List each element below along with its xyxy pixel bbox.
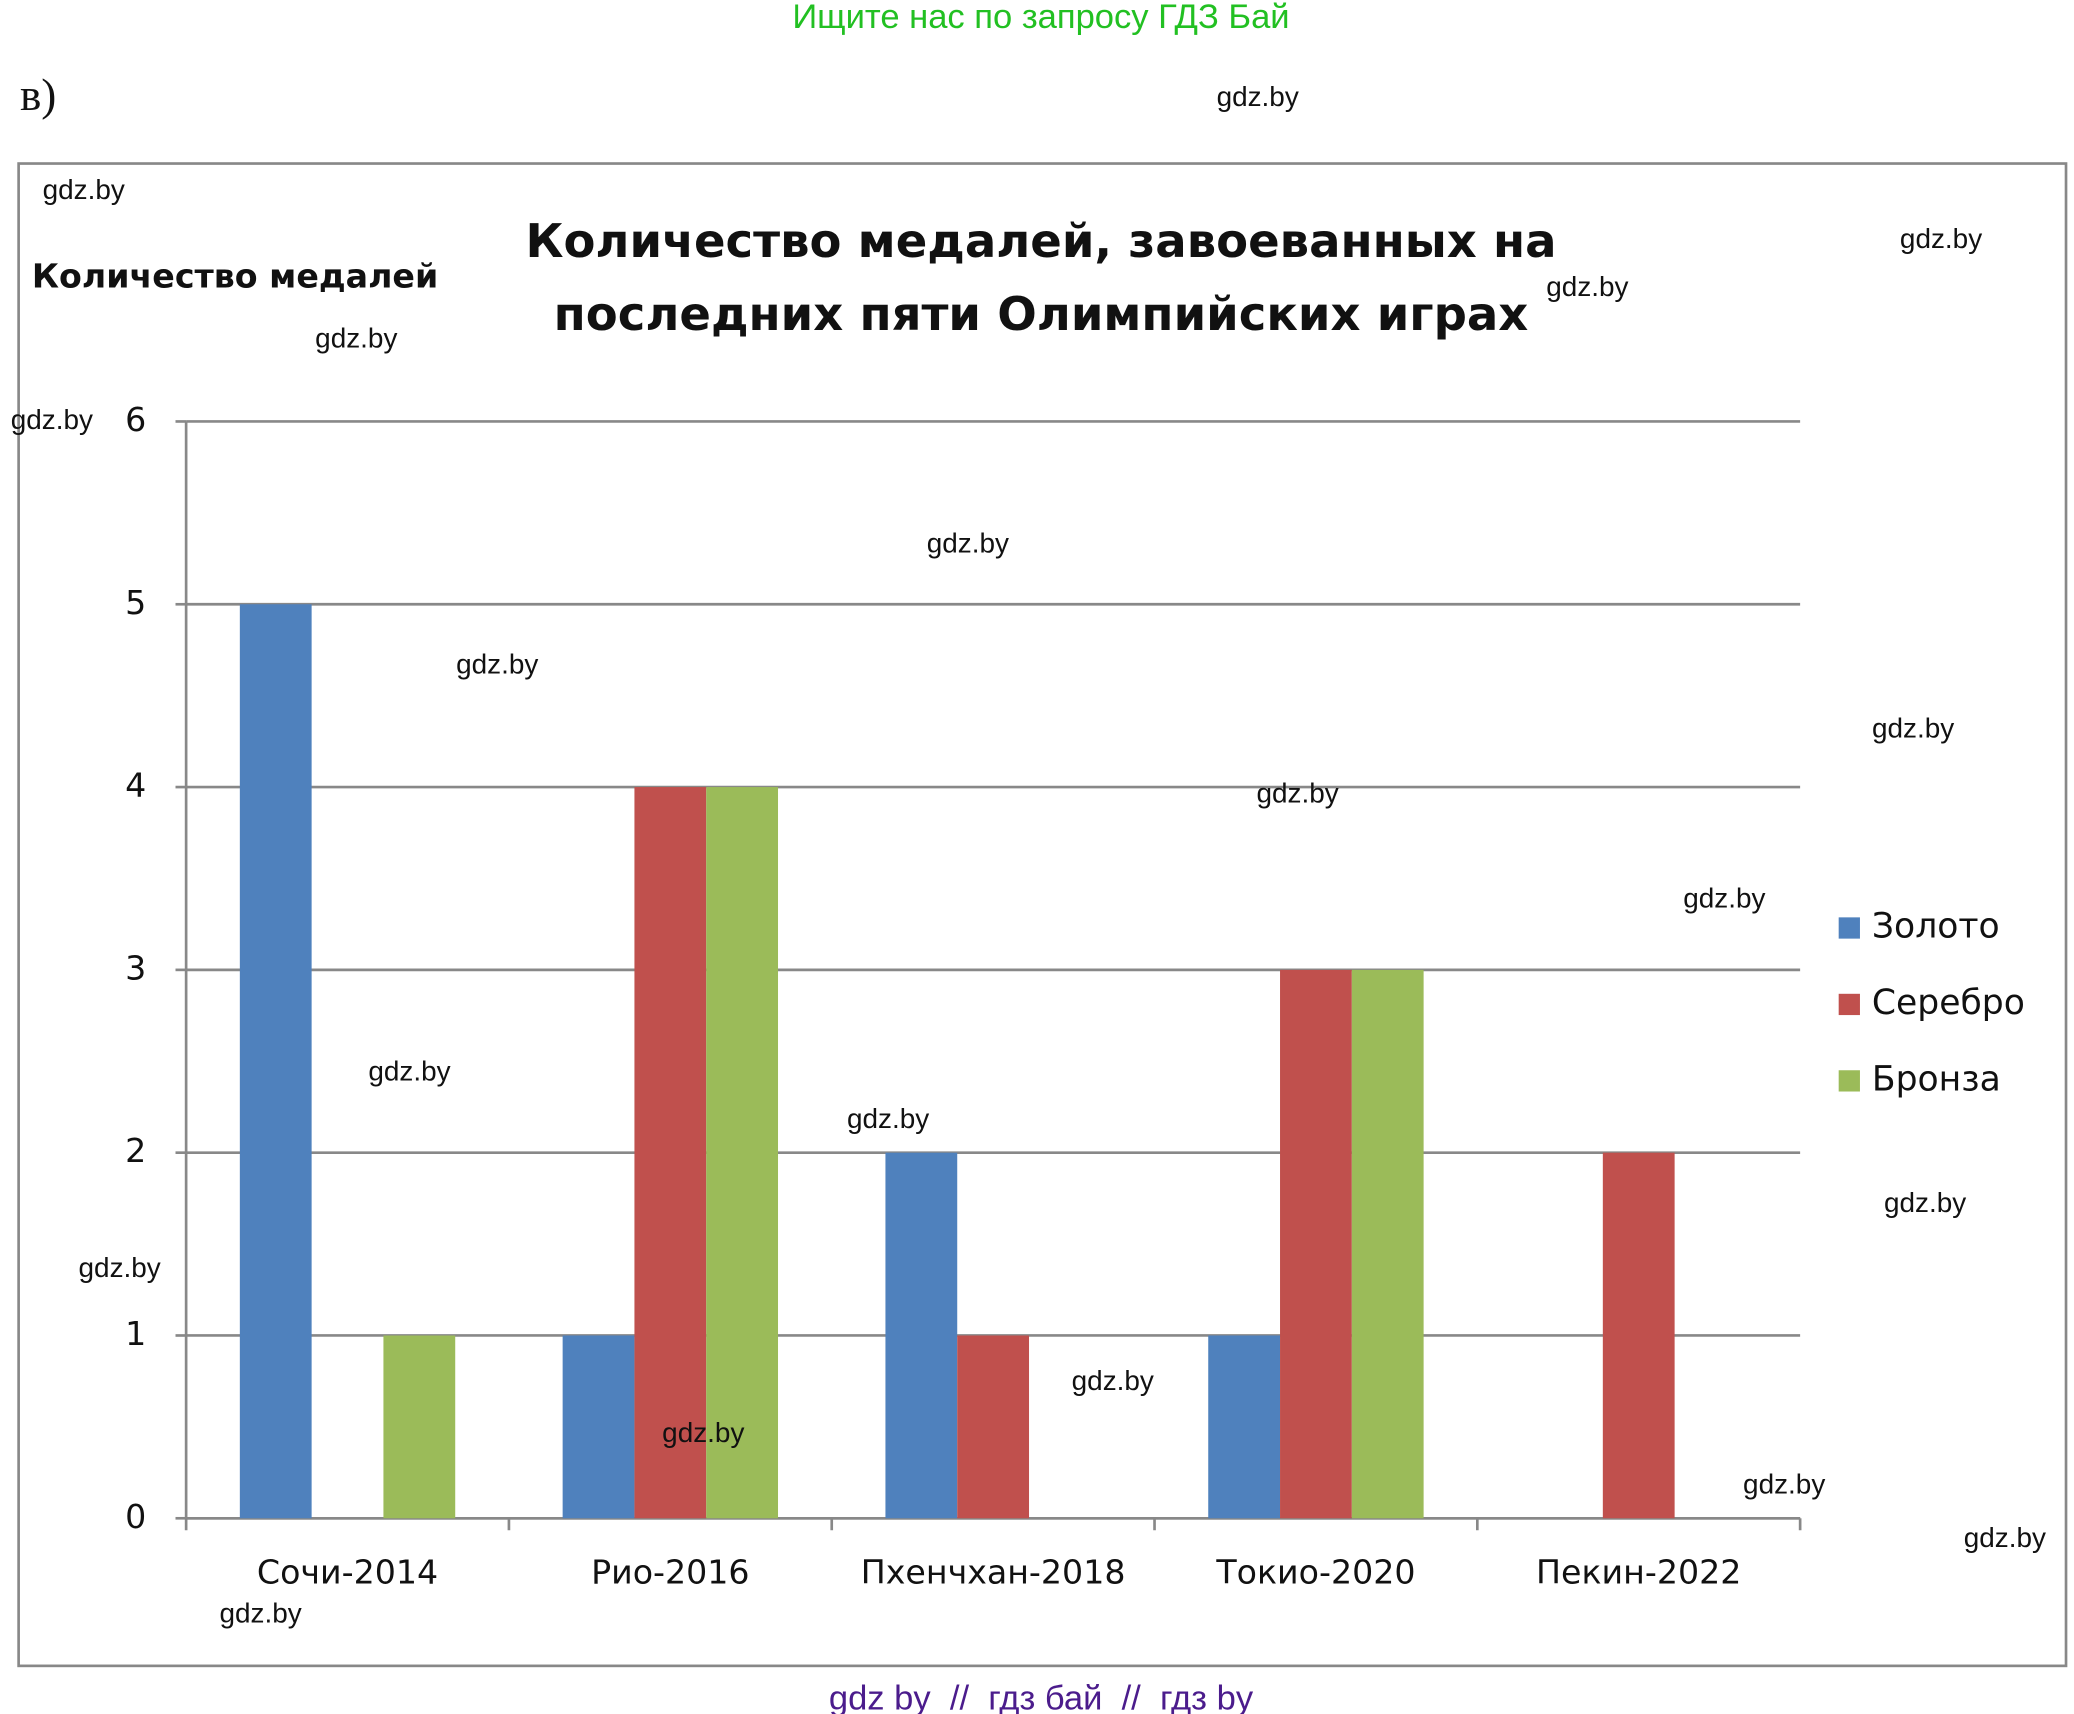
y-tick-label: 5 (125, 583, 146, 622)
footer-text: gdz by // гдз бай // гдз by (829, 1680, 1254, 1714)
watermark: gdz.by (1743, 1469, 1825, 1500)
watermark: gdz.by (927, 527, 1009, 558)
chart-title: Количество медалей, завоеванных на (525, 214, 1556, 268)
y-axis-label: Количество медалей (32, 256, 438, 295)
bar (239, 604, 312, 1519)
x-tick-label: Сочи-2014 (257, 1553, 438, 1592)
legend-label: Золото (1872, 906, 2000, 946)
watermark: gdz.by (662, 1417, 744, 1448)
x-tick-label: Рио-2016 (591, 1553, 749, 1592)
legend-swatch (1838, 917, 1860, 939)
y-tick-label: 3 (125, 948, 146, 987)
bar (957, 1335, 1030, 1519)
bar (1602, 1152, 1675, 1519)
legend-swatch (1838, 993, 1860, 1016)
watermark: gdz.by (219, 1598, 301, 1629)
watermark: gdz.by (456, 648, 538, 679)
bar (706, 787, 779, 1519)
legend-label: Серебро (1872, 983, 2025, 1023)
watermark: gdz.by (1217, 81, 1299, 112)
y-tick-label: 6 (125, 400, 146, 439)
x-tick-label: Пекин-2022 (1536, 1553, 1741, 1592)
chart-title: последних пяти Олимпийских играх (554, 287, 1529, 341)
watermark: gdz.by (1256, 777, 1338, 808)
chart-frame (17, 162, 2068, 1668)
watermark: gdz.by (315, 323, 397, 354)
legend-label: Бронза (1872, 1059, 2001, 1099)
bar (562, 1335, 635, 1519)
y-tick-label: 0 (125, 1497, 146, 1536)
legend-swatch (1838, 1070, 1860, 1092)
watermark: gdz.by (1683, 882, 1765, 913)
bar (885, 1152, 958, 1519)
x-tick-label: Пхенчхан-2018 (861, 1553, 1126, 1592)
watermark: gdz.by (1900, 223, 1982, 254)
watermark: gdz.by (1546, 271, 1628, 302)
watermark: gdz.by (1884, 1187, 1966, 1218)
y-tick-label: 4 (125, 766, 146, 805)
y-tick-label: 2 (125, 1131, 146, 1170)
bar (634, 787, 707, 1519)
watermark: gdz.by (79, 1252, 161, 1283)
watermark: gdz.by (1964, 1522, 2046, 1553)
watermark: gdz.by (847, 1103, 929, 1134)
watermark: gdz.by (1072, 1365, 1154, 1396)
bar (383, 1335, 456, 1519)
watermark: gdz.by (11, 404, 93, 435)
header-text: Ищите нас по запросу ГДЗ Бай (792, 0, 1289, 36)
watermark: gdz.by (368, 1055, 450, 1086)
bar (1280, 969, 1352, 1519)
bar (1351, 969, 1424, 1519)
watermark: gdz.by (43, 174, 125, 205)
bar (1208, 1335, 1281, 1519)
watermark: gdz.by (1872, 712, 1954, 743)
exercise-label: в) (20, 70, 56, 120)
y-tick-label: 1 (125, 1314, 146, 1353)
x-tick-label: Токио-2020 (1215, 1553, 1415, 1592)
